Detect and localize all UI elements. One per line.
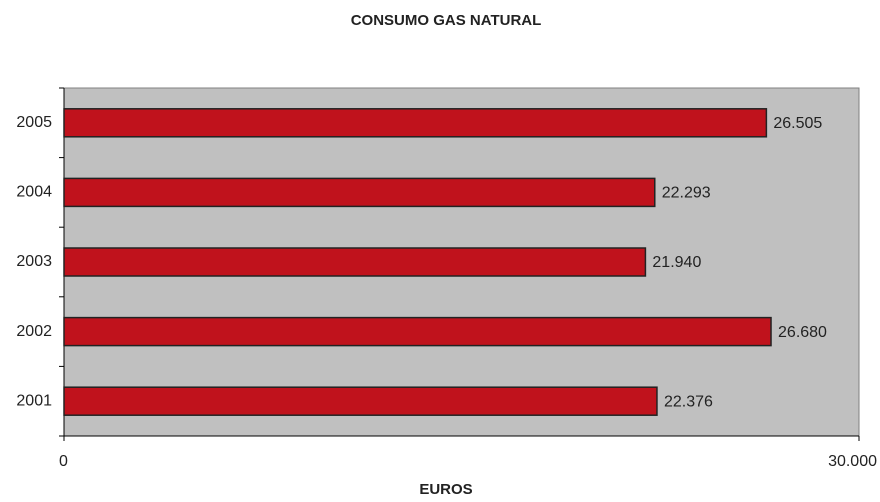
bar xyxy=(63,177,656,208)
y-tick-label: 2005 xyxy=(16,114,52,131)
y-tick-label: 2002 xyxy=(16,323,52,340)
bar xyxy=(63,247,647,277)
y-tick-label: 2004 xyxy=(16,184,52,201)
chart-title: CONSUMO GAS NATURAL xyxy=(351,12,542,29)
value-label: 22.376 xyxy=(664,393,713,410)
value-label: 26.680 xyxy=(778,324,827,341)
bar xyxy=(63,386,658,416)
x-tick-label: 0 xyxy=(59,453,68,470)
value-label: 21.940 xyxy=(652,254,701,271)
y-tick-label: 2003 xyxy=(16,253,52,270)
bar xyxy=(63,316,772,347)
x-axis-label: EUROS xyxy=(419,481,472,498)
x-tick-label: 30.000 xyxy=(828,453,877,470)
bar xyxy=(63,108,768,138)
value-label: 26.505 xyxy=(773,115,822,132)
value-label: 22.293 xyxy=(662,185,711,202)
y-tick-label: 2001 xyxy=(16,392,52,409)
